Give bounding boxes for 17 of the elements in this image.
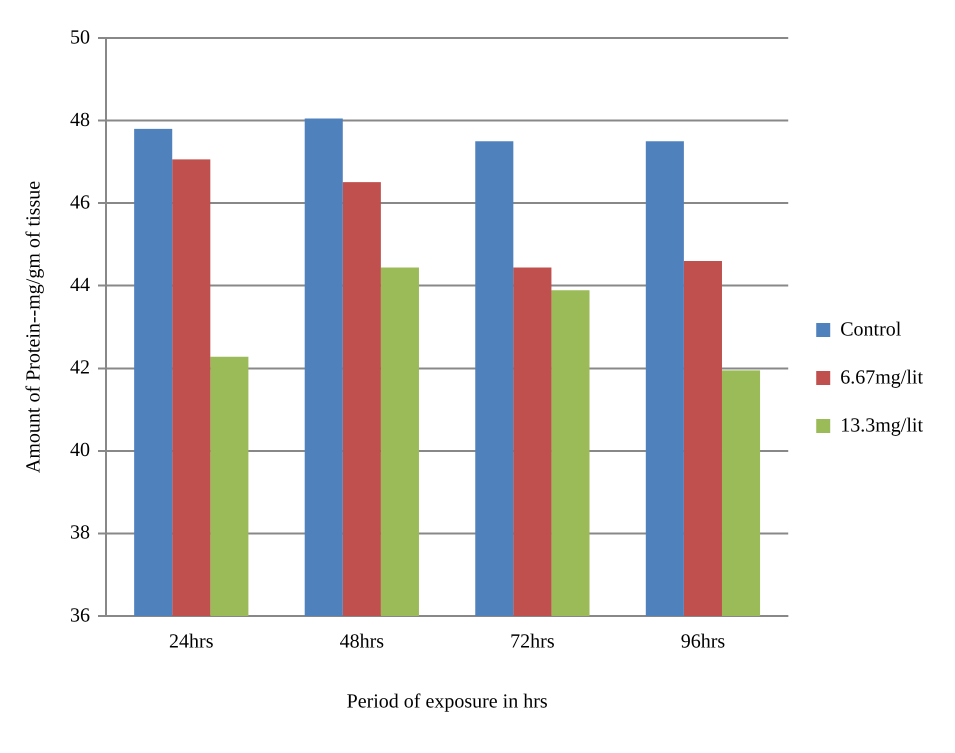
x-tick-label: 24hrs bbox=[169, 630, 214, 652]
y-tick-label: 42 bbox=[70, 356, 90, 379]
y-axis-title: Amount of Protein--mg/gm of tissue bbox=[22, 180, 44, 474]
y-tick-label: 50 bbox=[70, 26, 90, 48]
legend-label: 6.67mg/lit bbox=[840, 366, 924, 388]
y-tick-label: 36 bbox=[70, 604, 90, 626]
x-axis-title: Period of exposure in hrs bbox=[346, 690, 548, 712]
y-tick-label: 48 bbox=[70, 108, 90, 131]
y-tick-label: 40 bbox=[70, 439, 90, 462]
y-tick-label: 46 bbox=[70, 191, 90, 214]
legend-label: Control bbox=[840, 318, 902, 340]
y-tick-label: 44 bbox=[70, 274, 90, 296]
y-tick-label: 38 bbox=[70, 522, 90, 544]
x-tick-label: 48hrs bbox=[340, 630, 384, 652]
legend-label: 13.3mg/lit bbox=[840, 414, 924, 436]
x-tick-label: 96hrs bbox=[680, 630, 726, 652]
x-tick-label: 72hrs bbox=[510, 630, 555, 652]
